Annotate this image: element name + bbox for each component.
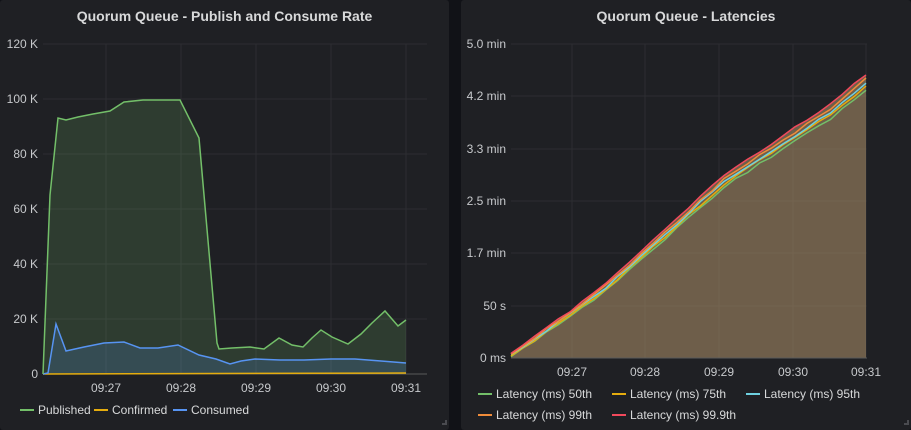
svg-text:09:31: 09:31 bbox=[391, 381, 421, 395]
svg-text:09:28: 09:28 bbox=[166, 381, 196, 395]
svg-text:80 K: 80 K bbox=[13, 147, 38, 161]
svg-text:1.7 min: 1.7 min bbox=[467, 246, 506, 260]
svg-text:50 s: 50 s bbox=[483, 299, 506, 313]
svg-text:120 K: 120 K bbox=[7, 37, 38, 51]
svg-text:20 K: 20 K bbox=[13, 312, 38, 326]
svg-text:2.5 min: 2.5 min bbox=[467, 194, 506, 208]
svg-text:40 K: 40 K bbox=[13, 257, 38, 271]
svg-text:Latency (ms) 75th: Latency (ms) 75th bbox=[630, 387, 726, 401]
svg-text:09:31: 09:31 bbox=[851, 365, 881, 379]
svg-text:60 K: 60 K bbox=[13, 202, 38, 216]
svg-text:Latency (ms) 99.9th: Latency (ms) 99.9th bbox=[630, 408, 736, 422]
svg-text:09:30: 09:30 bbox=[778, 365, 808, 379]
svg-text:09:29: 09:29 bbox=[241, 381, 271, 395]
svg-text:Latency (ms) 95th: Latency (ms) 95th bbox=[764, 387, 860, 401]
svg-text:09:29: 09:29 bbox=[704, 365, 734, 379]
svg-text:09:30: 09:30 bbox=[316, 381, 346, 395]
svg-text:09:27: 09:27 bbox=[91, 381, 121, 395]
svg-text:100 K: 100 K bbox=[7, 92, 38, 106]
svg-text:Latency (ms) 50th: Latency (ms) 50th bbox=[496, 387, 592, 401]
svg-text:09:27: 09:27 bbox=[557, 365, 587, 379]
svg-text:0 ms: 0 ms bbox=[480, 351, 506, 365]
svg-text:Published: Published bbox=[38, 403, 91, 417]
svg-text:Consumed: Consumed bbox=[191, 403, 249, 417]
svg-text:3.3 min: 3.3 min bbox=[467, 142, 506, 156]
svg-text:Confirmed: Confirmed bbox=[112, 403, 167, 417]
svg-text:09:28: 09:28 bbox=[630, 365, 660, 379]
svg-text:Latency (ms) 99th: Latency (ms) 99th bbox=[496, 408, 592, 422]
svg-text:5.0 min: 5.0 min bbox=[467, 37, 506, 51]
svg-text:0: 0 bbox=[31, 367, 38, 381]
svg-text:4.2 min: 4.2 min bbox=[467, 89, 506, 103]
